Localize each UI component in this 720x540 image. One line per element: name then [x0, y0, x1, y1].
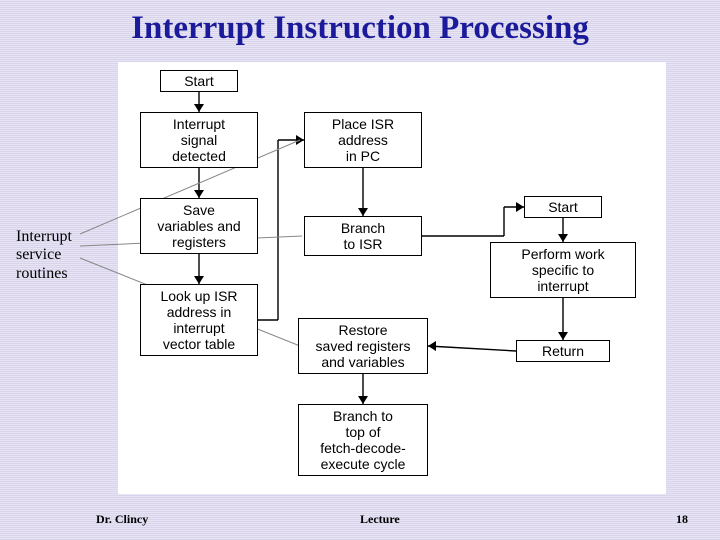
node-branchisr: Branchto ISR [304, 216, 422, 256]
footer-right: 18 [676, 512, 688, 527]
node-place: Place ISRaddressin PC [304, 112, 422, 168]
footer-left: Dr. Clincy [96, 512, 148, 527]
node-lookup: Look up ISRaddress ininterruptvector tab… [140, 284, 258, 356]
node-return: Return [516, 340, 610, 362]
annotation-interrupt-service-routines: Interruptserviceroutines [16, 228, 72, 283]
page-title: Interrupt Instruction Processing [0, 10, 720, 47]
node-perform: Perform workspecific tointerrupt [490, 242, 636, 298]
node-save: Savevariables andregisters [140, 198, 258, 254]
node-detect: Interruptsignaldetected [140, 112, 258, 168]
node-restore: Restoresaved registersand variables [298, 318, 428, 374]
footer-center: Lecture [360, 512, 400, 527]
node-branchtop: Branch totop offetch-decode-execute cycl… [298, 404, 428, 476]
node-start1: Start [160, 70, 238, 92]
node-start2: Start [524, 196, 602, 218]
